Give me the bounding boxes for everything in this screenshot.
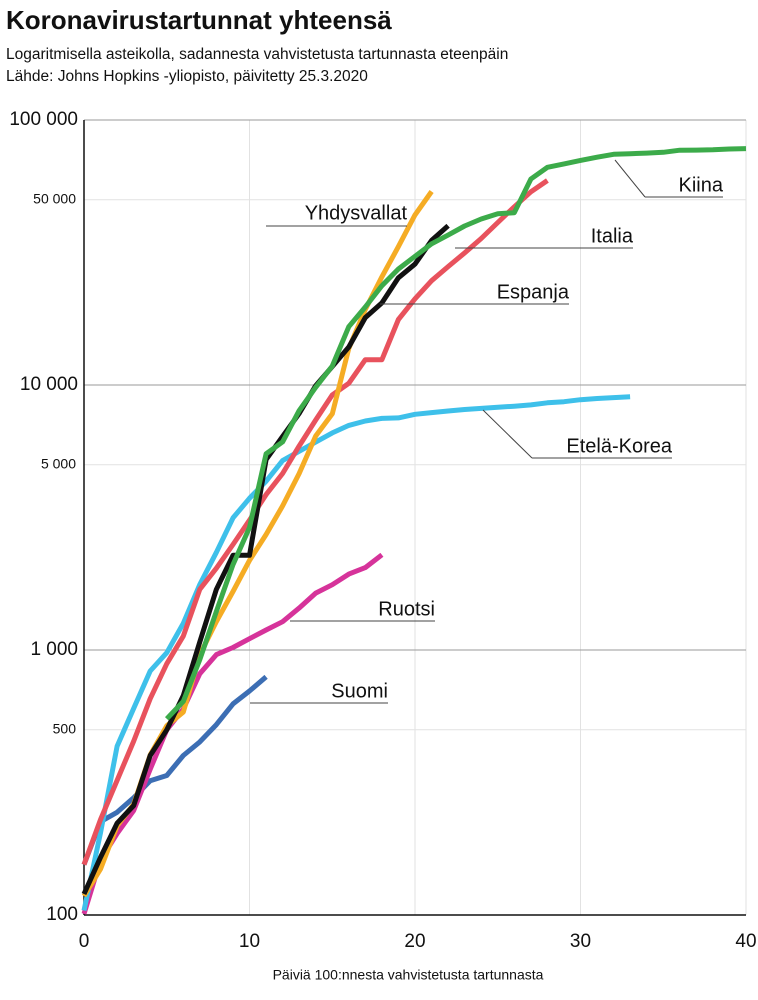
series-label: Ruotsi — [378, 598, 435, 620]
series-label: Espanja — [497, 281, 570, 303]
series-label: Kiina — [679, 174, 724, 196]
series-line — [81, 394, 631, 912]
x-tick-label: 20 — [404, 931, 425, 952]
series-line — [81, 674, 268, 866]
x-tick-label: 40 — [735, 931, 756, 952]
label-leader — [614, 159, 646, 198]
series-label: Italia — [591, 225, 634, 247]
series-line — [164, 146, 747, 721]
y-tick-label: 500 — [53, 720, 77, 736]
x-tick-label: 30 — [570, 931, 591, 952]
y-tick-label: 100 000 — [9, 109, 78, 130]
x-axis-label: Päiviä 100:nnesta vahvistetusta tartunna… — [273, 967, 544, 983]
x-tick-label: 10 — [239, 931, 260, 952]
chart-subtitle: Logaritmisella asteikolla, sadannesta va… — [6, 46, 508, 63]
chart-title: Koronavirustartunnat yhteensä — [6, 5, 392, 35]
y-tick-label: 5 000 — [41, 455, 76, 471]
y-tick-label: 10 000 — [20, 374, 78, 395]
y-tick-label: 1 000 — [30, 639, 78, 660]
y-tick-label: 50 000 — [33, 190, 76, 206]
y-tick-label: 100 — [46, 904, 78, 925]
label-leader — [482, 409, 533, 459]
series-label: Etelä-Korea — [566, 435, 672, 457]
series-line — [81, 552, 384, 915]
series-label: Suomi — [331, 680, 388, 702]
chart-subtitle: Lähde: Johns Hopkins -yliopisto, päivite… — [6, 68, 368, 85]
x-tick-label: 0 — [79, 931, 90, 952]
series-label: Yhdysvallat — [305, 202, 408, 224]
